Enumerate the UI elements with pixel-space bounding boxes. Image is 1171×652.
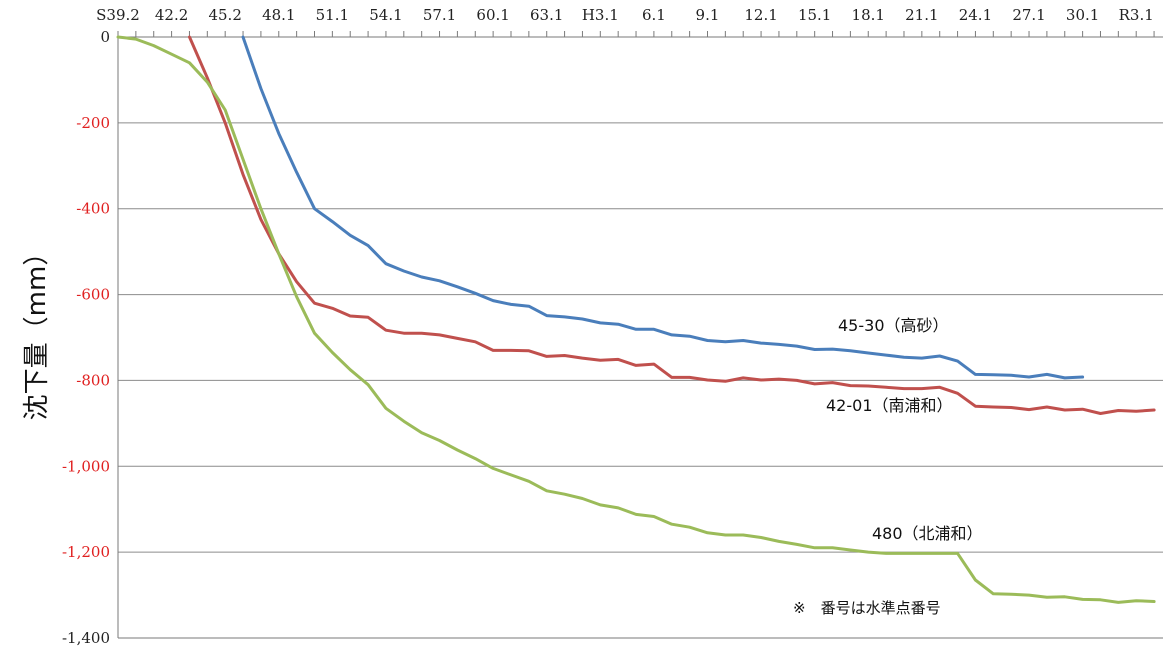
x-tick-label: 57.1 bbox=[423, 6, 456, 24]
x-tick-label: 24.1 bbox=[959, 6, 992, 24]
x-tick-label: S39.2 bbox=[96, 6, 140, 24]
y-tick-label: -400 bbox=[76, 200, 110, 218]
y-tick-label: 0 bbox=[100, 28, 110, 46]
x-tick-label: 12.1 bbox=[744, 6, 777, 24]
series-label-42-01: 42-01（南浦和） bbox=[826, 396, 953, 415]
x-tick-label: R3.1 bbox=[1119, 6, 1154, 24]
x-tick-label: 48.1 bbox=[262, 6, 295, 24]
grid bbox=[118, 122, 1163, 553]
benchmark-note: ※ 番号は水準点番号 bbox=[793, 599, 941, 617]
x-tick-label: 63.1 bbox=[530, 6, 563, 24]
x-tick-label: H3.1 bbox=[582, 6, 619, 24]
x-tick-label: 54.1 bbox=[369, 6, 402, 24]
y-tick-label: -1,200 bbox=[62, 543, 110, 561]
y-tick-label: -1,400 bbox=[62, 629, 110, 647]
y-axis-ticks: 0 -200 -400 -600 -800 -1,000 -1,200 -1,400 bbox=[62, 28, 110, 647]
x-tick-label: 51.1 bbox=[316, 6, 349, 24]
x-tick-label: 45.2 bbox=[208, 6, 241, 24]
x-axis-ticks: S39.2 42.2 45.2 48.1 51.1 54.1 57.1 60.1 63.1 H3.… bbox=[96, 6, 1155, 37]
x-tick-label: 6.1 bbox=[642, 6, 666, 24]
series-label-480: 480（北浦和） bbox=[872, 524, 983, 543]
series-lines bbox=[116, 35, 1156, 604]
x-tick-label: 18.1 bbox=[852, 6, 885, 24]
x-tick-label: 30.1 bbox=[1066, 6, 1099, 24]
x-tick-label: 9.1 bbox=[696, 6, 720, 24]
y-tick-label: -1,000 bbox=[62, 457, 110, 475]
series-line bbox=[116, 35, 1156, 604]
y-tick-label: -800 bbox=[76, 371, 110, 389]
x-tick-label: 15.1 bbox=[798, 6, 831, 24]
y-axis-title: 沈下量（mm） bbox=[22, 240, 52, 421]
series-label-45-30: 45-30（高砂） bbox=[838, 316, 949, 335]
series-line bbox=[188, 35, 1156, 415]
x-tick-label: 42.2 bbox=[155, 6, 188, 24]
x-tick-label: 27.1 bbox=[1012, 6, 1045, 24]
y-tick-label: -200 bbox=[76, 114, 110, 132]
series-line bbox=[241, 35, 1085, 380]
x-tick-label: 60.1 bbox=[476, 6, 509, 24]
x-tick-label: 21.1 bbox=[905, 6, 938, 24]
axes bbox=[117, 36, 1163, 639]
y-tick-label: -600 bbox=[76, 286, 110, 304]
